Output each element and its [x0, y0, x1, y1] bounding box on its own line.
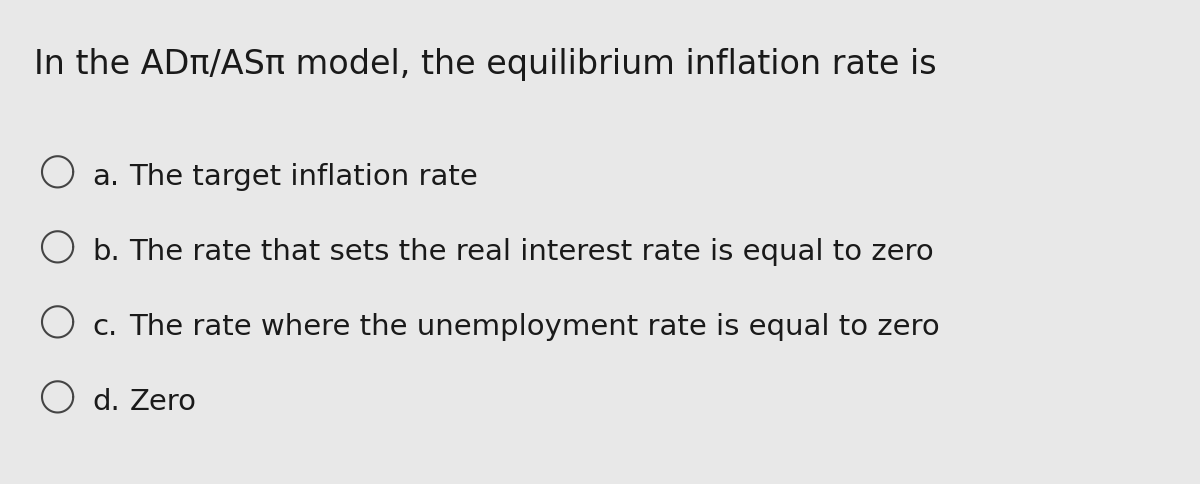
Text: The rate where the unemployment rate is equal to zero: The rate where the unemployment rate is … — [130, 313, 941, 341]
Text: d.: d. — [92, 388, 120, 416]
Text: a.: a. — [92, 163, 120, 191]
Text: The target inflation rate: The target inflation rate — [130, 163, 479, 191]
Text: In the ADπ/ASπ model, the equilibrium inflation rate is: In the ADπ/ASπ model, the equilibrium in… — [34, 48, 936, 81]
Text: c.: c. — [92, 313, 118, 341]
Text: The rate that sets the real interest rate is equal to zero: The rate that sets the real interest rat… — [130, 238, 935, 266]
Text: b.: b. — [92, 238, 120, 266]
Text: Zero: Zero — [130, 388, 197, 416]
